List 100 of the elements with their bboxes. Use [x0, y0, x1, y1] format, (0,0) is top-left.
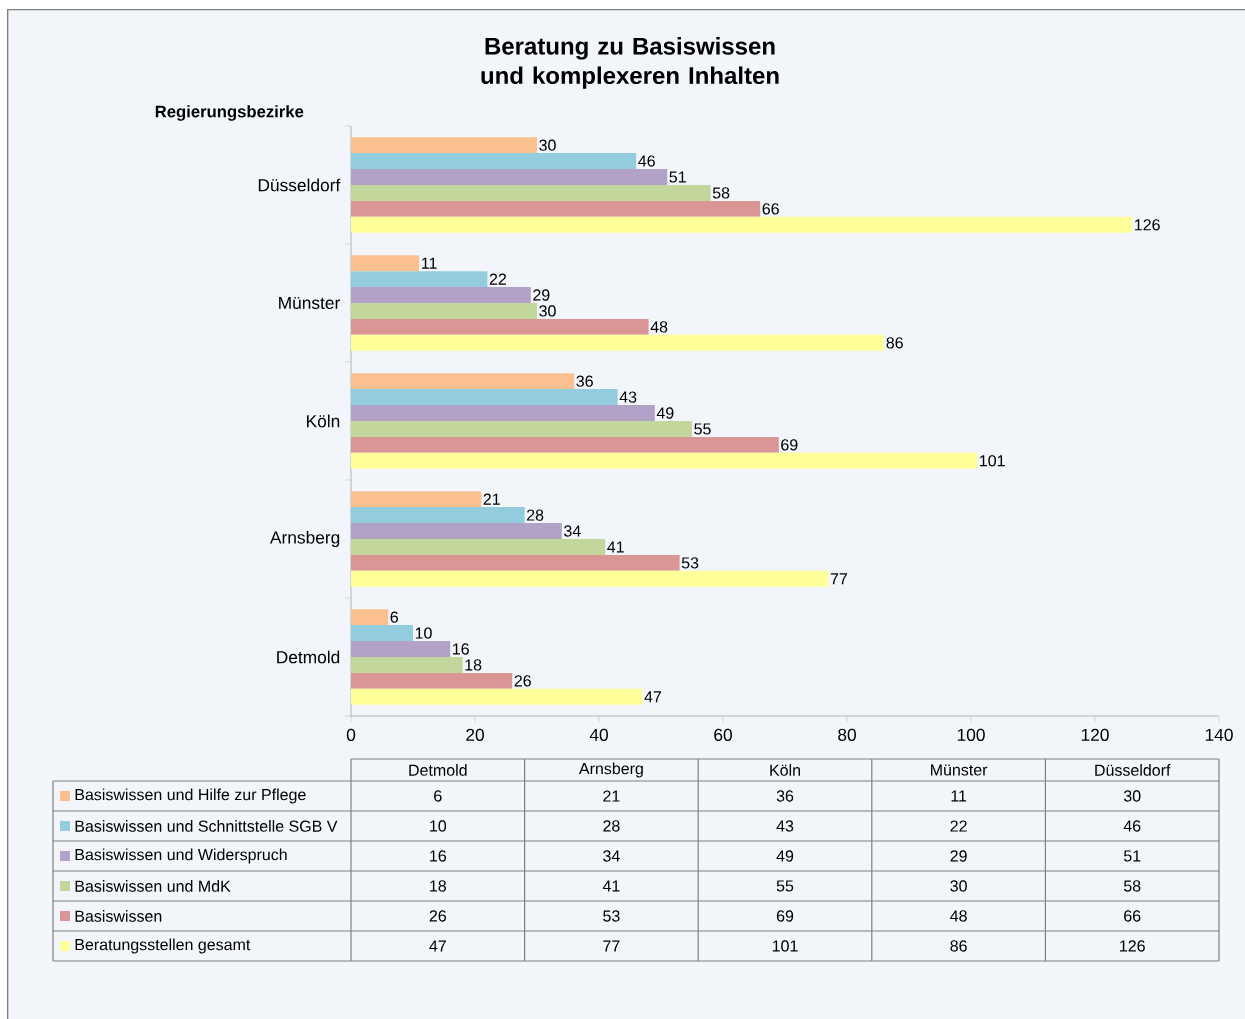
bar	[351, 570, 829, 587]
legend-label: Beratungsstellen gesamt	[75, 938, 251, 954]
y-tick-label: Münster	[279, 296, 340, 310]
y-tick-label: Köln	[307, 414, 340, 428]
data-label: 77	[603, 940, 620, 952]
category-label: Münster	[931, 764, 988, 776]
x-tick-label: 40	[589, 728, 608, 741]
data-label: 55	[776, 880, 794, 892]
data-label: 10	[430, 820, 447, 832]
x-tick-label: 20	[466, 728, 484, 741]
data-label: 126	[1120, 940, 1145, 952]
data-label: 43	[776, 820, 794, 832]
bar	[351, 672, 513, 689]
data-label: 77	[830, 573, 847, 585]
bar	[351, 255, 420, 272]
data-label: 43	[619, 391, 637, 403]
data-label: 46	[638, 155, 655, 167]
bar	[351, 625, 414, 642]
data-label: 58	[1123, 880, 1141, 892]
bar	[351, 436, 779, 453]
data-label: 18	[465, 659, 482, 671]
data-label: 126	[1135, 219, 1160, 231]
bar	[351, 287, 531, 303]
data-label: 28	[603, 820, 620, 832]
data-label: 30	[539, 305, 556, 317]
bar	[351, 153, 637, 170]
data-label: 58	[712, 187, 730, 199]
bar	[351, 420, 693, 437]
chart-title: Beratung zu Basiswissen und komplexeren Inhalten	[481, 37, 779, 89]
bar	[351, 389, 618, 406]
y-tick-label: Düsseldorf	[258, 178, 341, 192]
legend-label: Basiswissen und Schnittstelle SGB V	[75, 820, 338, 832]
data-label: 6	[434, 790, 442, 802]
bar	[351, 656, 463, 673]
x-tick-label: 140	[1205, 728, 1233, 741]
data-label: 47	[644, 691, 661, 703]
data-label: 66	[1124, 910, 1141, 922]
bar	[351, 507, 525, 524]
x-tick-label: 0	[346, 728, 356, 741]
bar	[351, 271, 488, 288]
data-label: 41	[602, 880, 620, 892]
data-label: 21	[483, 493, 500, 505]
bar	[351, 641, 451, 657]
data-label: 21	[603, 790, 620, 802]
data-label: 30	[1123, 790, 1141, 802]
bar	[351, 184, 711, 201]
data-label: 6	[390, 611, 398, 623]
legend-label: Basiswissen und MdK	[75, 880, 231, 892]
legend-label: Basiswissen und Widerspruch	[75, 848, 287, 864]
bar	[351, 452, 978, 469]
data-label: 11	[951, 790, 967, 802]
category-label: Düsseldorf	[1095, 764, 1171, 776]
bar	[351, 554, 680, 571]
data-label: 53	[603, 910, 620, 922]
bar	[351, 169, 668, 185]
data-label: 86	[950, 940, 967, 952]
category-label: Detmold	[409, 764, 467, 776]
legend-label: Basiswissen und Hilfe zur Pflege	[75, 788, 306, 804]
bar	[351, 137, 538, 154]
data-label: 22	[950, 820, 967, 832]
y-axis-title: Regierungsbezirke	[155, 105, 304, 121]
bar	[351, 318, 649, 335]
bar	[351, 491, 482, 508]
data-label: 46	[1123, 820, 1141, 832]
bar	[351, 688, 643, 705]
data-label: 22	[489, 273, 506, 285]
x-tick-label: 60	[714, 728, 732, 741]
category-label: Arnsberg	[578, 762, 643, 778]
bar	[351, 302, 538, 319]
data-label: 30	[950, 880, 967, 892]
data-label: 48	[650, 321, 668, 333]
data-label: 69	[776, 910, 794, 922]
data-label: 10	[415, 627, 432, 639]
bar	[351, 216, 1133, 233]
data-label: 18	[430, 880, 446, 892]
x-tick-label: 100	[957, 728, 985, 741]
bar	[351, 373, 575, 390]
x-tick-label: 80	[838, 728, 856, 741]
data-label: 29	[950, 850, 967, 862]
data-label: 66	[762, 203, 779, 215]
category-label: Köln	[770, 764, 800, 776]
data-label: 55	[694, 423, 711, 435]
data-label: 49	[656, 407, 674, 419]
bar	[351, 334, 885, 351]
data-label: 16	[430, 850, 446, 862]
bar	[351, 609, 389, 626]
legend-label: Basiswissen	[75, 910, 162, 922]
data-label: 86	[886, 337, 903, 349]
bar	[351, 523, 562, 539]
data-label: 53	[681, 557, 699, 569]
data-label: 26	[514, 675, 531, 687]
bar	[351, 538, 606, 555]
bar	[351, 200, 761, 217]
y-tick-label: Arnsberg	[270, 530, 340, 548]
data-label: 101	[980, 455, 1005, 467]
data-label: 16	[453, 643, 469, 655]
data-label: 36	[776, 790, 794, 802]
data-label: 29	[533, 289, 550, 301]
data-label: 47	[429, 940, 446, 952]
data-label: 34	[564, 525, 581, 537]
